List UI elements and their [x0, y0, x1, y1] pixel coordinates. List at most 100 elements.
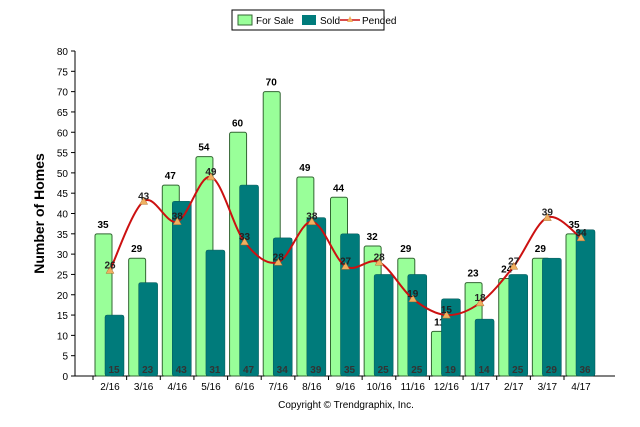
bar-label-for-sale: 11 [434, 317, 445, 328]
bar-label-sold: 25 [512, 365, 524, 376]
y-tick-label: 70 [57, 88, 69, 99]
marker-pended [240, 237, 250, 246]
y-tick-label: 35 [57, 230, 69, 241]
bar-label-sold: 14 [479, 365, 491, 376]
x-tick-label: 9/16 [336, 382, 356, 393]
x-tick-label: 2/17 [504, 382, 524, 393]
bar-label-for-sale: 29 [535, 244, 547, 255]
point-label-pended: 38 [306, 212, 318, 223]
bar-label-for-sale: 44 [333, 183, 345, 194]
y-tick-label: 60 [57, 128, 69, 139]
marker-pended [105, 265, 115, 274]
bar-sold [104, 314, 125, 377]
bar-label-for-sale: 70 [266, 78, 278, 89]
y-tick-label: 65 [57, 108, 69, 119]
point-label-pended: 33 [239, 232, 251, 243]
x-tick-label: 3/17 [538, 382, 558, 393]
bar-label-sold: 39 [310, 365, 322, 376]
legend-marker-pended [347, 16, 353, 22]
y-tick-label: 15 [57, 311, 69, 322]
legend-swatch-sold [302, 15, 316, 25]
y-tick-label: 20 [57, 291, 69, 302]
bar-label-sold: 47 [243, 365, 255, 376]
marker-pended [307, 217, 317, 225]
marker-pended [408, 294, 418, 303]
marker-pended [273, 257, 283, 266]
marker-pended [542, 213, 552, 221]
marker-pended [139, 196, 149, 205]
point-label-pended: 49 [205, 167, 217, 178]
point-label-pended: 38 [172, 212, 184, 223]
bar-label-for-sale: 60 [232, 118, 244, 129]
marker-pended [206, 172, 216, 181]
x-tick-label: 3/16 [134, 382, 154, 393]
bar-label-for-sale: 35 [568, 220, 580, 231]
bar-label-for-sale: 35 [97, 220, 109, 231]
bar-label-sold: 29 [546, 365, 558, 376]
bar-sold [340, 233, 360, 377]
bar-sold [272, 237, 293, 377]
point-label-pended: 28 [374, 252, 386, 263]
marker-pended [441, 310, 451, 319]
bar-label-for-sale: 54 [198, 143, 210, 154]
bar-sold [542, 257, 562, 377]
point-label-pended: 15 [441, 305, 453, 316]
x-tick-label: 1/17 [470, 382, 490, 393]
x-tick-label: 2/16 [100, 382, 120, 393]
y-axis-label: Number of Homes [31, 153, 47, 274]
bar-sold [172, 201, 192, 377]
point-label-pended: 27 [340, 256, 352, 267]
bar-label-for-sale: 23 [468, 269, 480, 280]
y-tick-label: 40 [57, 210, 69, 221]
bar-sold [575, 229, 596, 377]
bar-sold [508, 274, 528, 377]
bar-label-sold: 23 [142, 365, 154, 376]
y-tick-label: 25 [57, 270, 69, 281]
y-tick-label: 5 [62, 352, 68, 363]
marker-pended [341, 261, 350, 270]
bar-label-sold: 25 [411, 365, 423, 376]
footer-copyright: Copyright © Trendgraphix, Inc. [278, 400, 414, 411]
legend-swatch-for-sale [237, 14, 253, 26]
y-tick-label: 10 [57, 331, 69, 342]
x-tick-label: 11/16 [401, 382, 426, 393]
legend-label-for-sale: For Sale [256, 16, 294, 27]
bar-label-sold: 35 [344, 365, 356, 376]
bar-sold [239, 184, 259, 377]
x-tick-label: 7/16 [268, 382, 288, 393]
bar-label-for-sale: 29 [131, 244, 143, 255]
point-label-pended: 39 [542, 208, 554, 219]
legend-label-sold: Sold [320, 16, 340, 27]
bar-label-sold: 34 [277, 365, 289, 376]
bar-sold [138, 282, 158, 377]
point-label-pended: 28 [273, 252, 285, 263]
y-tick-label: 50 [57, 169, 69, 180]
bar-sold [373, 274, 394, 377]
x-tick-label: 5/16 [201, 382, 221, 393]
y-tick-label: 0 [62, 372, 68, 383]
marker-pended [509, 261, 519, 270]
marker-pended [576, 233, 586, 242]
y-tick-label: 55 [57, 149, 69, 160]
point-label-pended: 19 [407, 289, 419, 300]
point-label-pended: 43 [138, 191, 150, 202]
marker-pended [374, 257, 384, 266]
bar-sold [474, 318, 495, 377]
bar-label-sold: 31 [209, 365, 221, 376]
point-label-pended: 34 [575, 228, 587, 239]
bar-label-for-sale: 29 [400, 244, 412, 255]
bar-label-sold: 25 [378, 365, 390, 376]
bar-sold [205, 249, 226, 377]
y-tick-label: 30 [57, 250, 69, 261]
bar-label-for-sale: 32 [367, 232, 379, 243]
x-tick-label: 8/16 [302, 382, 322, 393]
x-tick-label: 12/16 [434, 382, 459, 393]
x-tick-label: 4/16 [168, 382, 188, 393]
bar-label-sold: 36 [579, 365, 591, 376]
line-pended [109, 175, 582, 317]
bar-label-for-sale: 47 [165, 171, 177, 182]
bar-label-for-sale: 24 [501, 265, 513, 276]
x-tick-label: 10/16 [367, 382, 392, 393]
marker-pended [172, 217, 182, 225]
